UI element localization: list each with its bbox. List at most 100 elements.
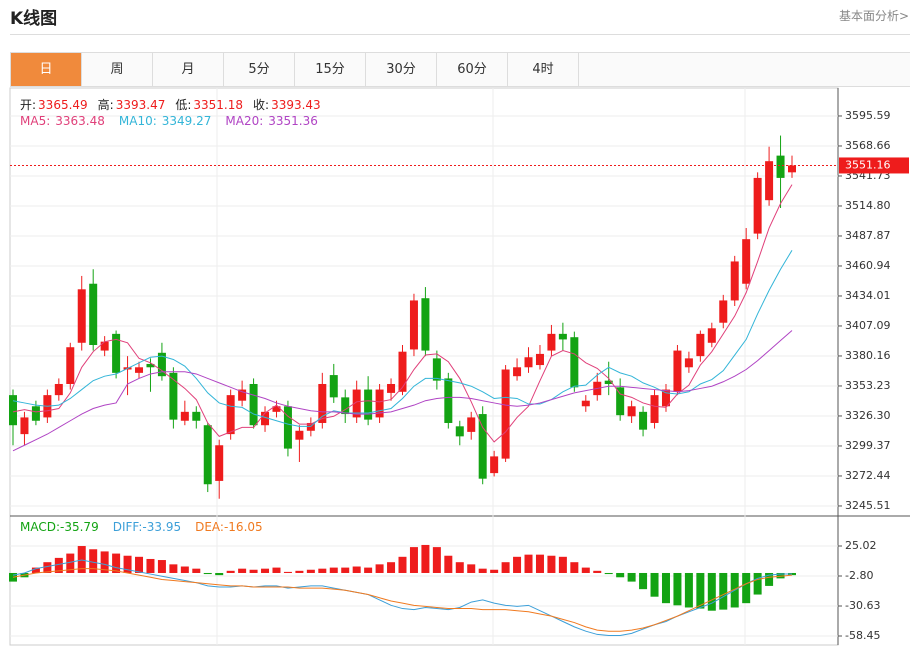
candle-body [387,383,396,393]
macd-bar [215,572,224,576]
candle-body [89,283,98,346]
macd-bar [306,569,315,573]
candle-body [77,289,86,343]
legend-value: 3349.27 [161,114,212,128]
y-tick-label: 3380.16 [845,349,891,362]
info-label: 收: [253,98,270,112]
macd-bar [387,562,396,573]
macd-bar [66,553,75,573]
macd-bar [180,566,189,573]
macd-bar [513,556,522,573]
candle-body [788,165,796,173]
macd-bar [547,555,556,573]
macd-bar [226,570,235,573]
macd-bar [295,570,304,573]
candle-body [730,261,739,301]
period-tab[interactable]: 月 [153,53,224,86]
y-tick-label: 3353.23 [845,379,891,392]
macd-bar [146,558,155,573]
candle-body [135,367,144,373]
candle-body [524,357,533,368]
candle-body [627,406,636,417]
candle-body [513,367,522,377]
macd-bar [604,572,613,575]
candle-body [765,161,774,201]
macd-bar [765,572,774,586]
candle-body [547,333,556,351]
candle-body [54,383,63,396]
macd-bar [684,572,693,608]
y-tick-label: 3460.94 [845,259,891,272]
period-tab[interactable]: 15分 [295,53,366,86]
macd-bar [238,568,247,573]
macd-bar [43,562,52,573]
period-tab[interactable]: 4时 [508,53,579,86]
info-value: 3393.43 [271,98,321,112]
macd-bar [753,572,762,595]
candle-body [295,430,304,440]
candle-body [169,372,178,420]
legend-value: -16.05 [223,520,263,534]
y-tick-label: -58.45 [845,629,880,642]
candle-body [238,389,247,401]
candle-body [478,414,487,479]
info-value: 3393.47 [115,98,166,112]
macd-bar [570,562,579,573]
macd-bar [398,556,407,573]
candle-body [684,358,693,368]
last-price-label: 3551.16 [845,158,891,171]
legend-value: -35.79 [60,520,99,534]
candle-body [444,378,453,423]
period-tab[interactable]: 30分 [366,53,437,86]
macd-bar [249,569,258,573]
macd-bar [478,568,487,573]
macd-bar [593,570,602,573]
candle-body [112,333,121,373]
candle-body [249,383,258,426]
candle-body [432,358,441,381]
candle-body [467,417,476,432]
macd-bar [444,555,453,573]
candle-body [157,352,166,377]
macd-bar [650,572,659,597]
macd-bar [135,556,144,573]
macd-bar [375,564,384,573]
y-tick-label: 3326.30 [845,409,891,422]
candle-body [31,406,40,421]
ma-line [12,250,793,427]
macd-bar [524,554,533,573]
macd-bar [409,547,418,573]
period-tab[interactable]: 5分 [224,53,295,86]
candle-body [398,351,407,392]
macd-bar [203,572,212,575]
last-price-box [839,157,909,174]
macd-bar [89,549,98,573]
macd-bar [696,572,705,609]
candle-body [306,422,315,431]
macd-bar [100,551,109,573]
candle-body [180,411,189,421]
candle-body [558,333,567,340]
y-tick-label: 3514.80 [845,199,891,212]
period-tabs: 日周月 5分 15分 30分 60分 4时 [10,52,910,87]
divider [10,34,910,35]
candle-body [283,406,292,449]
y-tick-label: 3272.44 [845,469,891,482]
period-tab[interactable]: 日 [11,53,82,86]
candle-body [490,456,499,474]
macd-legend: MACD:-35.79 DIFF:-33.95 DEA:-16.05 [20,520,277,534]
candle-body [409,300,418,350]
info-label: 开: [20,98,37,112]
candle-body [673,350,682,392]
candle-body [753,177,762,234]
ma-line [12,330,793,452]
legend-label: MA10: [118,114,157,128]
fundamental-link[interactable]: 基本面分析> [838,9,909,23]
legend-label: MA20: [225,114,264,128]
macd-bar [707,572,716,611]
period-tab[interactable]: 60分 [437,53,508,86]
candle-body [535,353,544,366]
period-tab[interactable]: 周 [82,53,153,86]
candle-body [318,383,327,423]
